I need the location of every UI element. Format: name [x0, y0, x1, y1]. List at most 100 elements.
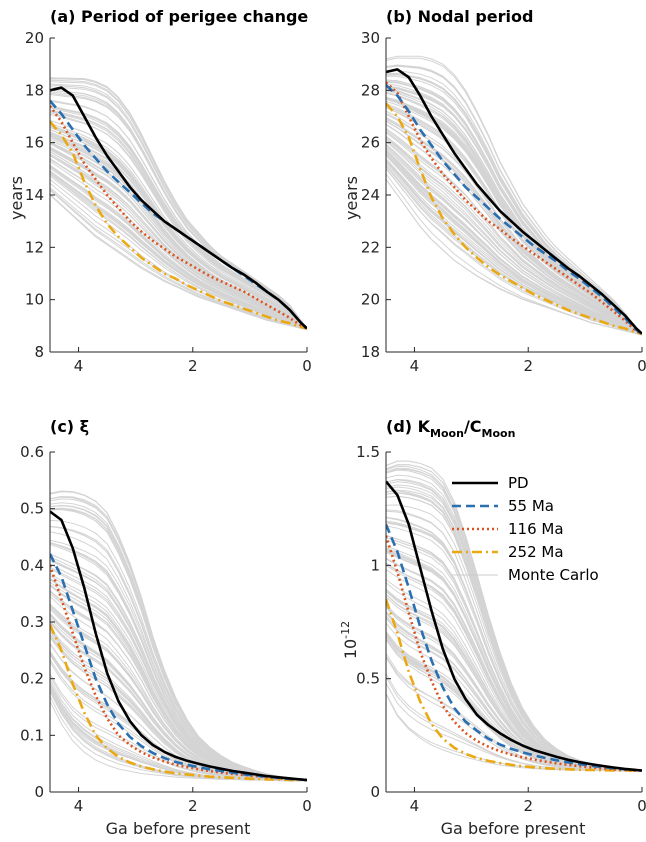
x-tick-label: 0: [302, 797, 312, 815]
series-line-55-ma: [386, 84, 642, 335]
panel-d-ylabel: 10-12: [339, 621, 360, 659]
y-tick-label: 0.5: [356, 670, 380, 688]
series-lines: [386, 68, 642, 335]
y-tick-label: 26: [361, 134, 380, 152]
series-lines: [50, 510, 307, 782]
y-tick-label: 22: [361, 238, 380, 256]
panel-b-title: (b) Nodal period: [386, 7, 533, 26]
monte-carlo-line: [386, 57, 642, 335]
x-tick-label: 0: [637, 797, 646, 815]
y-tick-label: 0.4: [20, 556, 44, 574]
series-line-55-ma: [50, 553, 307, 782]
monte-carlo-curves: [386, 55, 642, 336]
series-line-252-ma: [50, 120, 307, 330]
x-tick-label: 4: [74, 357, 84, 375]
x-tick-label: 4: [74, 797, 84, 815]
y-tick-label: 16: [25, 134, 44, 152]
panel-d-ylabel-base: 10: [341, 639, 360, 659]
monte-carlo-line: [50, 194, 307, 331]
y-tick-label: 18: [361, 343, 380, 361]
monte-carlo-line: [50, 170, 307, 330]
legend: PD 55 Ma 116 Ma 252 Ma Monte Carlo: [452, 474, 599, 584]
panel-d-xlabel: Ga before present: [441, 819, 586, 838]
y-tick-label: 10: [25, 291, 44, 309]
monte-carlo-line: [386, 140, 642, 336]
y-tick-label: 28: [361, 81, 380, 99]
y-tick-label: 0.5: [20, 500, 44, 518]
monte-carlo-curves: [50, 77, 307, 331]
panel-d-title-main: (d) K: [386, 417, 431, 436]
y-tick-label: 24: [361, 186, 380, 204]
monte-carlo-line: [50, 188, 307, 331]
monte-carlo-line: [50, 122, 307, 330]
monte-carlo-line: [386, 147, 642, 336]
monte-carlo-line: [386, 137, 642, 335]
x-tick-label: 2: [188, 797, 198, 815]
panel-d-title: (d) KMoon/CMoon: [386, 417, 515, 440]
panel-d-title-sub1: Moon: [430, 427, 464, 440]
monte-carlo-line: [50, 504, 307, 781]
monte-carlo-line: [386, 107, 642, 335]
monte-carlo-line: [50, 141, 307, 330]
series-lines: [386, 480, 642, 772]
panel-c-xlabel: Ga before present: [106, 819, 251, 838]
monte-carlo-line: [386, 118, 642, 335]
x-tick-label: 4: [410, 797, 420, 815]
monte-carlo-line: [386, 676, 642, 772]
panel-d: 0 0.5 1 1.5 4 2 0: [356, 443, 646, 815]
monte-carlo-line: [386, 135, 642, 335]
monte-carlo-line: [50, 105, 307, 330]
panel-c-title: (c) ξ: [50, 417, 89, 436]
panel-c-title-text: (c) ξ: [50, 417, 89, 436]
panel-c: 0 0.1 0.2 0.3 0.4 0.5 0.6 4 2 0: [20, 443, 312, 815]
y-tick-label: 12: [25, 238, 44, 256]
y-tick-label: 14: [25, 186, 44, 204]
legend-label: 55 Ma: [508, 497, 554, 515]
series-line-252-ma: [386, 598, 642, 772]
series-line-pd: [386, 68, 642, 335]
monte-carlo-line: [386, 64, 642, 335]
monte-carlo-line: [386, 120, 642, 335]
panel-d-ylabel-exp: -12: [339, 621, 352, 639]
monte-carlo-line: [50, 135, 307, 330]
y-tick-label: 1: [370, 556, 380, 574]
monte-carlo-line: [50, 158, 307, 330]
x-tick-label: 0: [637, 357, 646, 375]
y-tick-label: 8: [34, 343, 44, 361]
series-line-pd: [386, 480, 642, 772]
monte-carlo-line: [50, 153, 307, 330]
x-tick-label: 2: [523, 357, 533, 375]
x-tick-label: 4: [410, 357, 420, 375]
series-line-pd: [50, 86, 307, 330]
monte-carlo-line: [386, 86, 642, 335]
x-tick-label: 2: [523, 797, 533, 815]
y-tick-label: 1.5: [356, 443, 380, 461]
y-tick-label: 0.3: [20, 613, 44, 631]
monte-carlo-line: [50, 189, 307, 331]
monte-carlo-line: [386, 132, 642, 335]
monte-carlo-line: [50, 621, 307, 781]
monte-carlo-line: [50, 81, 307, 329]
panel-b-ylabel: years: [342, 176, 361, 220]
y-tick-label: 0: [370, 783, 380, 801]
monte-carlo-line: [50, 132, 307, 330]
legend-label: PD: [508, 474, 529, 492]
series-line-55-ma: [386, 523, 642, 772]
y-tick-label: 30: [361, 29, 380, 47]
monte-carlo-line: [50, 171, 307, 330]
monte-carlo-line: [386, 131, 642, 335]
series-line-116-ma: [386, 535, 642, 772]
series-lines: [50, 86, 307, 330]
monte-carlo-line: [50, 112, 307, 330]
x-tick-label: 2: [188, 357, 198, 375]
y-tick-label: 20: [361, 291, 380, 309]
y-tick-label: 0.6: [20, 443, 44, 461]
y-tick-label: 0: [34, 783, 44, 801]
monte-carlo-curves: [50, 490, 307, 782]
y-tick-label: 20: [25, 29, 44, 47]
y-tick-label: 0.2: [20, 670, 44, 688]
series-line-pd: [50, 510, 307, 782]
